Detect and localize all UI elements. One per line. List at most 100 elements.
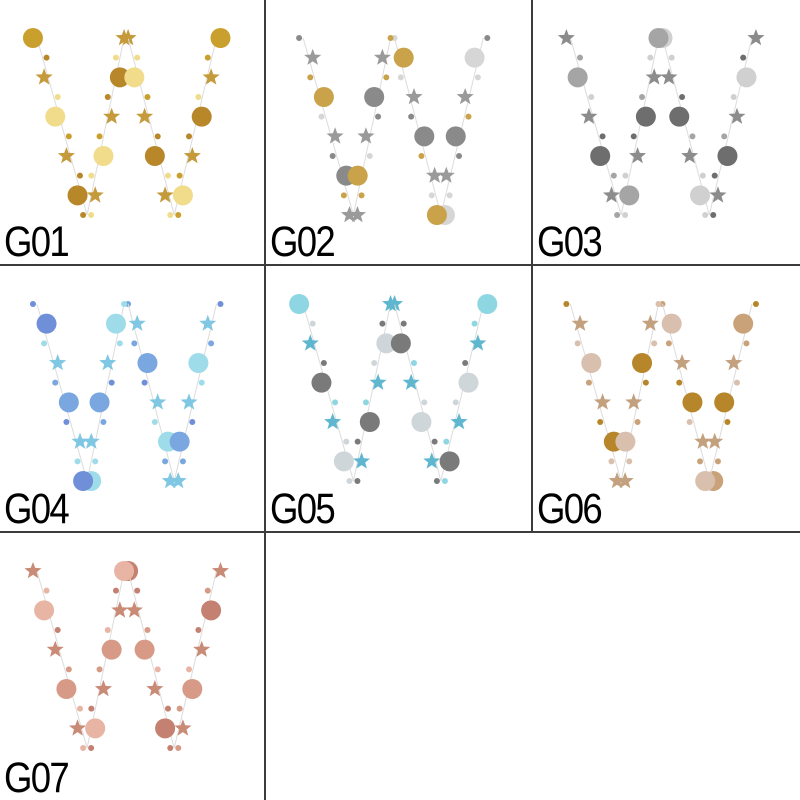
garland-image	[22, 28, 231, 218]
small-disc	[141, 379, 148, 386]
star-ornament	[304, 48, 322, 65]
small-disc	[179, 458, 186, 465]
large-disc	[101, 639, 122, 660]
small-disc	[144, 94, 151, 100]
small-disc	[400, 320, 407, 327]
star-ornament	[357, 127, 375, 144]
small-disc	[104, 627, 111, 633]
garland-string	[352, 303, 392, 482]
small-disc	[167, 212, 174, 218]
large-disc	[85, 718, 106, 739]
small-disc	[563, 301, 570, 307]
large-disc	[182, 679, 203, 699]
star-ornament	[580, 107, 598, 124]
garland-string	[86, 570, 125, 749]
small-disc	[379, 320, 386, 327]
small-disc	[642, 379, 649, 386]
large-disc	[615, 431, 636, 452]
small-disc	[441, 478, 448, 484]
small-disc	[43, 587, 50, 594]
star-ornament	[625, 393, 643, 410]
star-ornament	[369, 373, 387, 390]
small-disc	[588, 94, 595, 100]
variant-code: G06	[537, 485, 603, 531]
large-disc	[581, 353, 602, 373]
small-disc	[296, 35, 303, 41]
star-ornament	[169, 472, 187, 489]
small-disc	[689, 133, 696, 140]
large-disc	[73, 471, 94, 491]
star-ornament	[46, 640, 64, 657]
star-ornament	[426, 166, 444, 183]
star-ornament	[301, 334, 319, 351]
small-disc	[484, 35, 491, 41]
small-disc	[116, 340, 123, 347]
large-disc	[124, 67, 145, 88]
small-disc	[418, 153, 425, 159]
small-disc	[76, 172, 83, 179]
small-disc	[88, 705, 95, 712]
star-ornament	[594, 393, 612, 410]
garland-string	[302, 37, 354, 216]
star-ornament	[747, 29, 765, 46]
large-disc	[56, 679, 77, 699]
small-disc	[599, 133, 606, 140]
large-disc	[414, 126, 435, 147]
variant-cell: G02	[266, 0, 531, 264]
garland-image	[557, 28, 765, 218]
small-disc	[131, 340, 138, 347]
star-ornament	[571, 314, 589, 331]
star-ornament	[423, 452, 441, 469]
large-disc	[105, 313, 126, 334]
star-ornament	[136, 107, 154, 124]
small-disc	[655, 301, 662, 307]
large-disc	[67, 185, 88, 206]
star-ornament	[35, 68, 53, 85]
star-ornament	[180, 393, 198, 410]
garland-string	[352, 37, 392, 216]
star-ornament	[709, 186, 727, 203]
star-ornament	[353, 452, 371, 469]
large-disc	[619, 185, 640, 206]
small-disc	[96, 133, 103, 140]
large-disc	[311, 372, 332, 393]
small-disc	[383, 74, 390, 81]
garland-string	[173, 570, 217, 749]
star-ornament	[161, 472, 179, 489]
star-ornament	[99, 354, 117, 371]
small-disc	[100, 419, 107, 425]
large-disc	[661, 313, 682, 334]
variant-cell: G06	[533, 266, 800, 531]
star-ornament	[82, 432, 100, 449]
star-ornament	[616, 472, 634, 489]
star-ornament	[115, 29, 133, 46]
small-disc	[80, 745, 87, 751]
star-ornament	[673, 354, 691, 371]
small-disc	[597, 419, 604, 425]
star-ornament	[125, 601, 143, 618]
variant-cell: G04	[0, 266, 264, 531]
star-ornament	[199, 314, 217, 331]
star-ornament	[71, 432, 89, 449]
large-disc	[93, 146, 114, 166]
star-ornament	[602, 186, 620, 203]
small-disc	[92, 458, 99, 465]
star-ornament	[324, 413, 342, 430]
large-disc	[426, 205, 447, 225]
small-disc	[676, 379, 683, 386]
small-disc	[329, 153, 336, 159]
large-disc	[289, 294, 310, 314]
star-ornament	[156, 186, 174, 203]
small-disc	[198, 379, 205, 386]
small-disc	[574, 340, 581, 347]
star-ornament	[57, 147, 75, 164]
star-ornament	[183, 147, 201, 164]
garland-string	[36, 570, 88, 749]
small-disc	[443, 438, 450, 445]
small-disc	[74, 458, 81, 465]
small-disc	[104, 94, 111, 100]
large-disc	[191, 106, 212, 127]
small-disc	[679, 94, 686, 100]
small-disc	[630, 133, 637, 140]
garland-image	[289, 294, 498, 484]
